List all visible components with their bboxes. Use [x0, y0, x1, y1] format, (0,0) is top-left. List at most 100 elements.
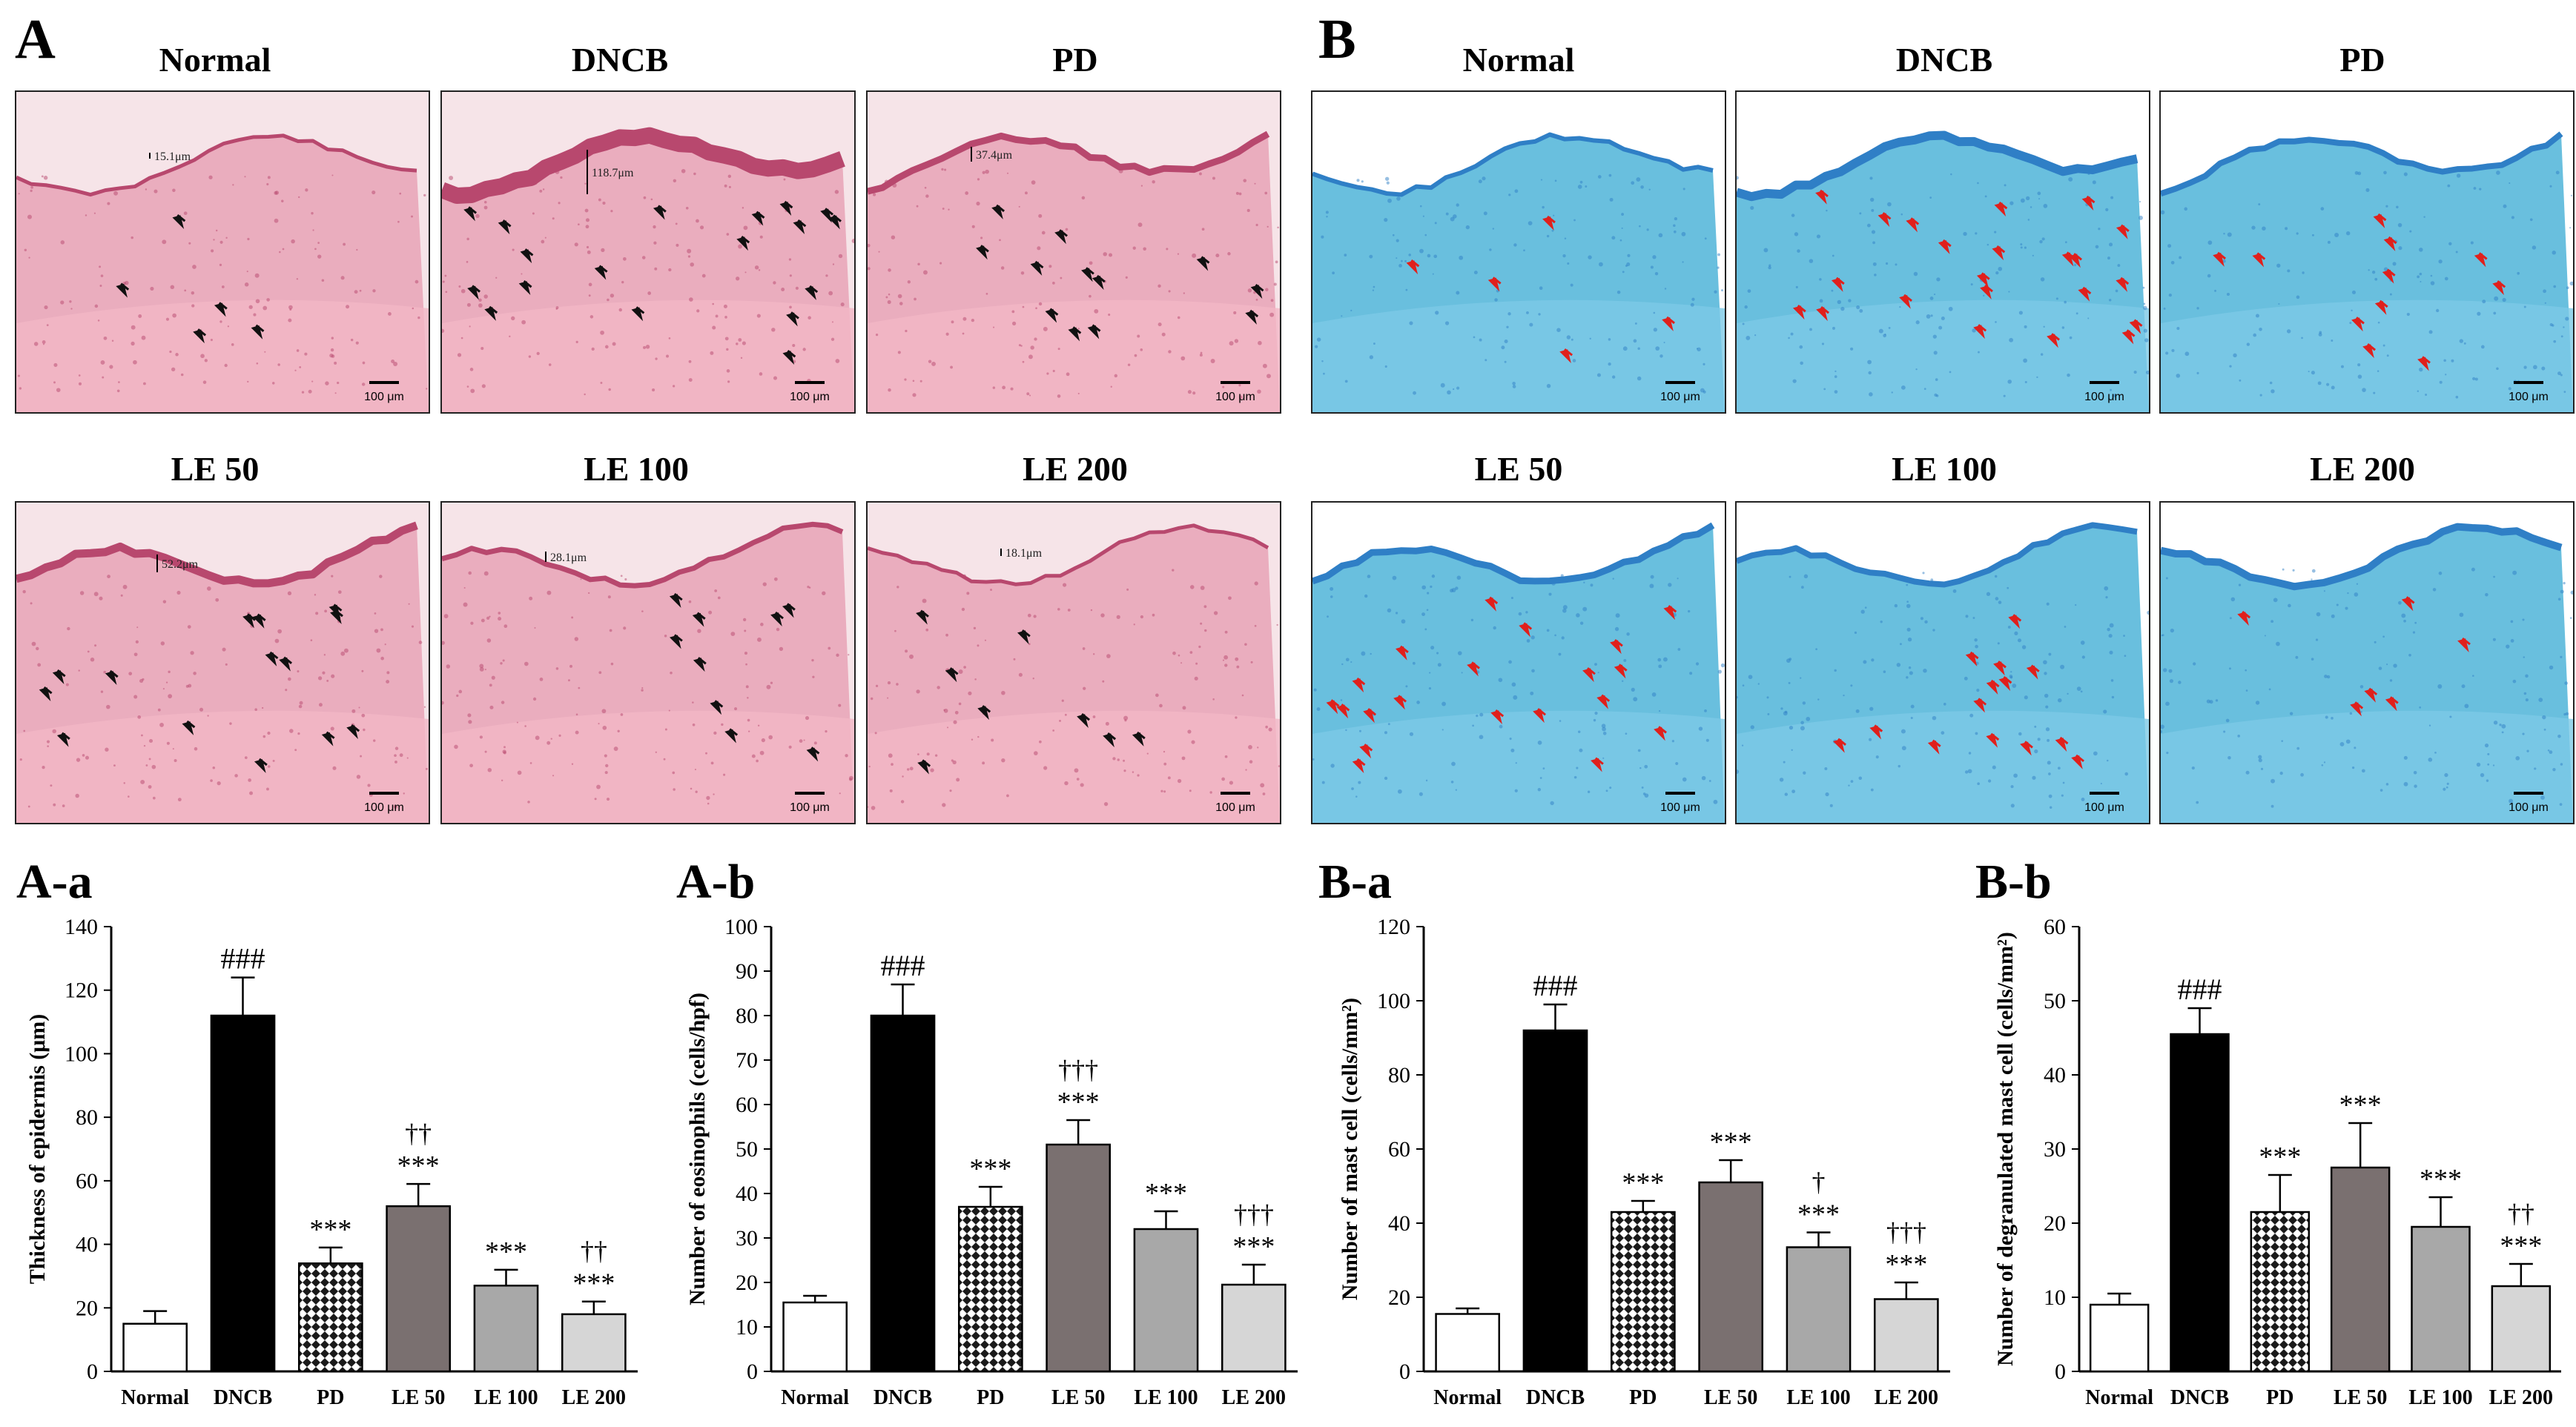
y-axis-label: Number of degranulated mast cell (cells/…: [1993, 932, 2018, 1366]
he-micrograph-pd: 37.4μm 100 μm: [866, 90, 1281, 414]
y-tick-label: 40: [76, 1233, 98, 1257]
significance-label: ***: [1622, 1168, 1664, 1199]
bar-pd: [1610, 1211, 1676, 1373]
y-axis-label: Number of mast cell (cells/mm²): [1338, 998, 1362, 1300]
comparison-label: †: [1812, 1168, 1826, 1197]
y-tick-label: 120: [65, 979, 98, 1003]
y-tick-label: 90: [736, 959, 758, 984]
bar-le50: [1046, 1143, 1112, 1373]
y-tick-label: 50: [736, 1137, 758, 1162]
bar-pd: [297, 1262, 363, 1373]
significance-label: ***: [2339, 1090, 2382, 1121]
x-tick-label: LE 100: [1134, 1386, 1198, 1409]
scale-bar-label: 100 μm: [1660, 801, 1700, 814]
y-tick-label: 20: [2044, 1211, 2066, 1236]
bar-le50: [1698, 1181, 1764, 1373]
bar-normal: [782, 1301, 848, 1373]
significance-label: ###: [221, 942, 265, 976]
comparison-label: ††: [2508, 1199, 2534, 1228]
bar-le100: [2411, 1225, 2471, 1373]
significance-label: ***: [485, 1236, 527, 1268]
x-tick-label: LE 100: [1786, 1386, 1850, 1409]
significance-label: ###: [881, 949, 925, 982]
x-tick-label: LE 50: [1051, 1386, 1105, 1409]
scale-bar-label: 100 μm: [2084, 801, 2124, 814]
bar-le50: [386, 1205, 452, 1373]
he-label-dncb: DNCB: [571, 41, 669, 79]
tb-label-le50: LE 50: [1474, 450, 1563, 488]
bar-pd: [2250, 1211, 2311, 1373]
comparison-label: ††: [405, 1119, 432, 1148]
scale-bar-label: 100 μm: [790, 801, 830, 814]
tb-label-dncb: DNCB: [1895, 41, 1993, 79]
significance-label: ***: [309, 1214, 351, 1245]
y-tick-label: 10: [736, 1315, 758, 1340]
significance-label: ###: [1533, 969, 1578, 1002]
y-tick-label: 80: [736, 1004, 758, 1028]
bar-dncb: [210, 1014, 276, 1373]
measurement-label: 52.2μm: [162, 558, 199, 571]
significance-label: ***: [969, 1153, 1011, 1185]
y-tick-label: 60: [736, 1093, 758, 1117]
tb-micrograph-pd: 100 μm: [2159, 90, 2575, 414]
scale-bar-label: 100 μm: [1660, 391, 1700, 403]
x-tick-label: PD: [317, 1386, 344, 1409]
y-tick-label: 50: [2044, 989, 2066, 1013]
y-axis-label: Thickness of epidermis (μm): [25, 1014, 50, 1285]
he-label-le50: LE 50: [171, 450, 260, 488]
bar-normal: [2089, 1303, 2150, 1373]
y-tick-label: 60: [76, 1169, 98, 1193]
bar-dncb: [1522, 1029, 1588, 1373]
panel-letter-a: A: [15, 8, 56, 70]
scale-bar-label: 100 μm: [790, 391, 830, 403]
measurement-label: 18.1μm: [1005, 547, 1043, 560]
significance-label: ***: [2259, 1142, 2301, 1173]
comparison-label: †††: [1234, 1199, 1274, 1229]
y-tick-label: 20: [736, 1271, 758, 1295]
y-tick-label: 40: [736, 1182, 758, 1206]
x-tick-label: PD: [977, 1386, 1004, 1409]
bar-le200: [2491, 1285, 2552, 1373]
y-tick-label: 60: [2044, 915, 2066, 939]
y-tick-label: 0: [747, 1360, 758, 1384]
significance-label: ###: [2178, 973, 2222, 1006]
comparison-label: †††: [1058, 1055, 1098, 1085]
significance-label: ***: [1797, 1199, 1840, 1231]
y-tick-label: 120: [1377, 915, 1410, 939]
scale-bar-label: 100 μm: [2509, 391, 2549, 403]
measurement-label: 118.7μm: [592, 167, 634, 179]
scale-bar-label: 100 μm: [1215, 801, 1255, 814]
significance-label: ***: [1885, 1249, 1927, 1280]
he-label-le200: LE 200: [1023, 450, 1128, 488]
x-tick-label: Normal: [781, 1386, 849, 1409]
y-tick-label: 30: [736, 1226, 758, 1251]
x-tick-label: LE 200: [2489, 1386, 2553, 1409]
scale-bar-label: 100 μm: [2509, 801, 2549, 814]
bar-dncb: [2170, 1033, 2230, 1373]
measurement-label: 15.1μm: [154, 150, 191, 163]
y-tick-label: 140: [65, 915, 98, 939]
tb-label-le200: LE 200: [2310, 450, 2415, 488]
he-micrograph-dncb: 118.7μm 100 μm: [440, 90, 856, 414]
x-tick-label: LE 50: [1704, 1386, 1757, 1409]
comparison-label: ††: [581, 1236, 607, 1266]
x-tick-label: LE 100: [474, 1386, 538, 1409]
y-tick-label: 40: [2044, 1063, 2066, 1087]
chart-label-b-a: B-a: [1318, 855, 1392, 909]
measurement-label: 28.1μm: [550, 552, 587, 564]
he-micrograph-le50: 52.2μm 100 μm: [15, 501, 430, 824]
chart-degranulated-mast-cells: 0 10 20 30 40 50 60 Number of degranulated mast…: [1968, 904, 2576, 1423]
x-tick-label: DNCB: [2170, 1386, 2229, 1409]
y-tick-label: 100: [1377, 989, 1410, 1013]
y-tick-label: 70: [736, 1048, 758, 1073]
significance-label: ***: [572, 1268, 615, 1299]
he-label-normal: Normal: [159, 41, 271, 79]
he-micrograph-le200: 18.1μm 100 μm: [866, 501, 1281, 824]
chart-label-a-a: A-a: [16, 855, 93, 909]
scale-bar-label: 100 μm: [2084, 391, 2124, 403]
x-tick-label: LE 200: [1222, 1386, 1286, 1409]
y-tick-label: 60: [1388, 1137, 1410, 1162]
y-tick-label: 0: [1399, 1360, 1410, 1384]
x-tick-label: DNCB: [873, 1386, 932, 1409]
chart-label-b-b: B-b: [1975, 855, 2052, 909]
